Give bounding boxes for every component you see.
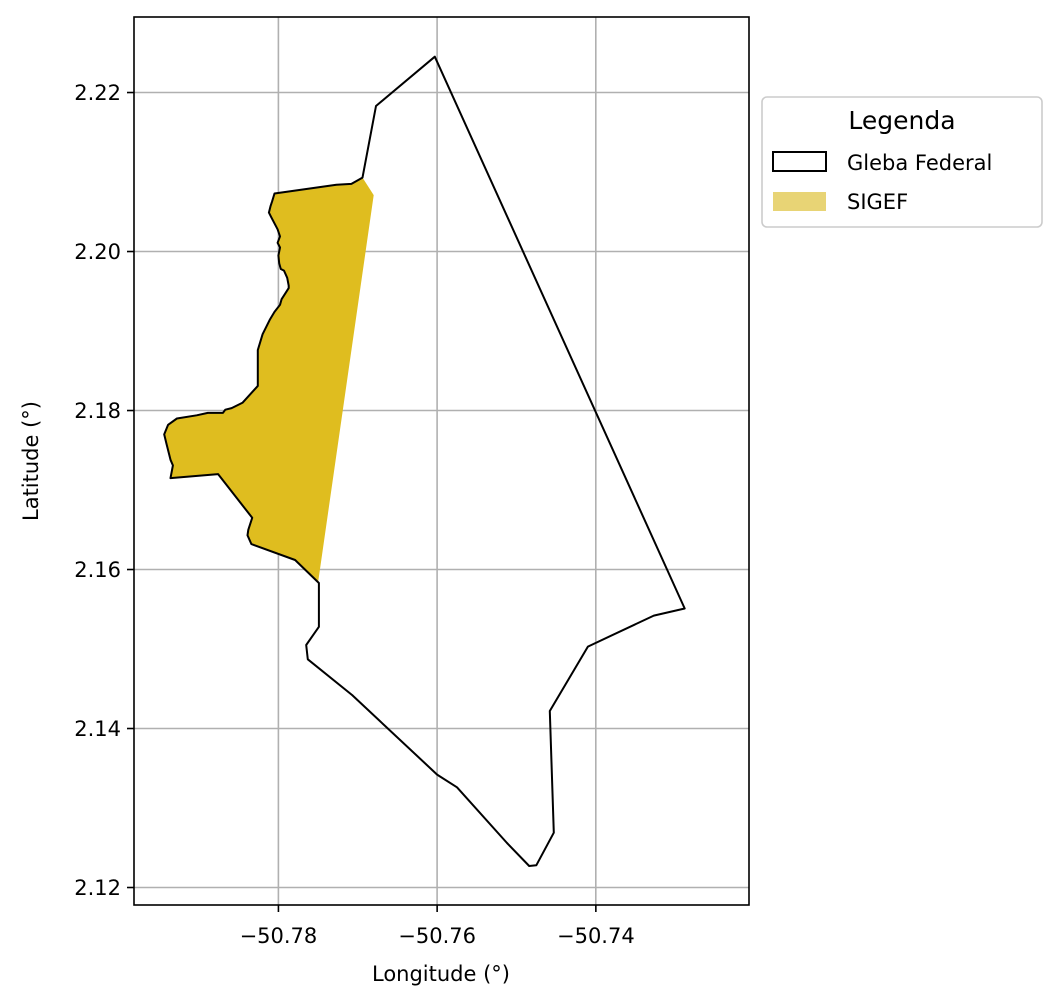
legend-title: Legenda — [848, 106, 955, 135]
map-layers — [163, 55, 686, 867]
y-axis-ticks: 2.12 2.14 2.16 2.18 2.20 2.22 — [74, 81, 134, 900]
legend-label-gleba-federal: Gleba Federal — [847, 151, 992, 175]
x-tick-label-1: −50.76 — [398, 924, 476, 948]
legend-swatch-gleba-federal — [772, 151, 827, 172]
y-axis-label: Latitude (°) — [19, 401, 43, 521]
plot-frame — [133, 16, 750, 906]
x-tick-label-2: −50.74 — [557, 924, 635, 948]
grid-lines — [134, 17, 749, 905]
y-tick-label-3: 2.18 — [74, 399, 121, 423]
y-tick-label-2: 2.16 — [74, 558, 121, 582]
legend-label-sigef: SIGEF — [847, 190, 908, 214]
x-axis-label: Longitude (°) — [372, 962, 510, 986]
y-tick-label-0: 2.12 — [74, 876, 121, 900]
y-tick-label-5: 2.22 — [74, 81, 121, 105]
x-axis-ticks: −50.78 −50.76 −50.74 — [240, 905, 635, 948]
legend-swatch-sigef — [773, 192, 826, 211]
legend-box — [761, 96, 1043, 228]
x-tick-label-0: −50.78 — [240, 924, 318, 948]
y-tick-label-1: 2.14 — [74, 717, 121, 741]
legend: Legenda Gleba Federal SIGEF — [761, 96, 1043, 228]
gleba-federal-polygon — [163, 55, 686, 867]
sigef-polygon — [164, 177, 374, 583]
y-tick-label-4: 2.20 — [74, 240, 121, 264]
